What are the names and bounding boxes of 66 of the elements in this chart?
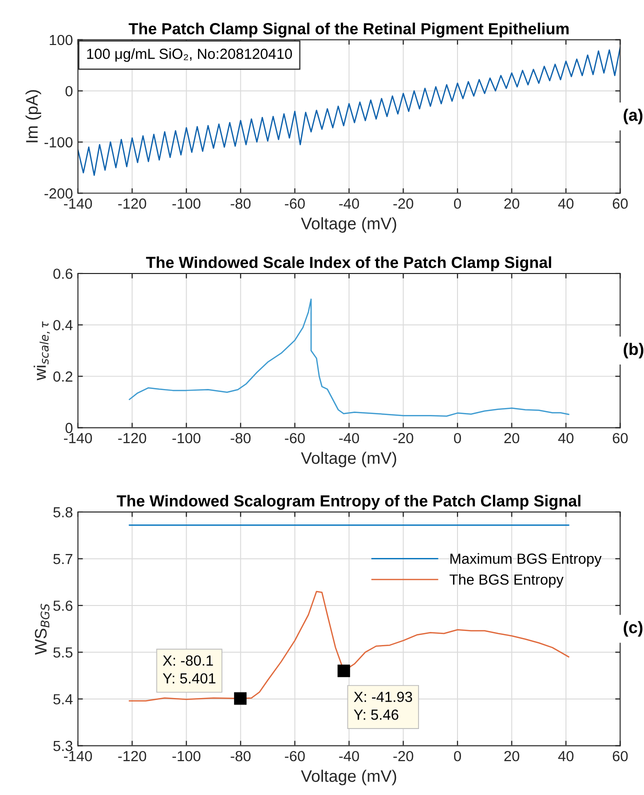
x-tick-label: 40 xyxy=(558,198,574,209)
x-tick-label: -100 xyxy=(172,750,200,762)
y-tick-label: -100 xyxy=(44,137,72,148)
y-tick-label: 5.3 xyxy=(53,740,72,752)
y-tick-label: 0.2 xyxy=(53,371,72,382)
y-axis-title: Im (pA) xyxy=(26,90,42,142)
x-tick-label: 20 xyxy=(504,198,520,209)
x-axis-title: Voltage (mV) xyxy=(300,452,396,468)
x-tick-label: -140 xyxy=(64,198,92,209)
y-tick-label: 5.4 xyxy=(53,694,73,704)
x-tick-label: -60 xyxy=(284,750,305,762)
x-tick-label: -60 xyxy=(284,198,305,209)
x-tick-label: 0 xyxy=(454,198,461,209)
annotation: X: -80.1 Y: 5.401 xyxy=(162,655,216,684)
y-tick-label: 100 xyxy=(50,34,72,46)
x-tick-label: -100 xyxy=(172,198,200,209)
x-tick-label: -40 xyxy=(339,750,360,762)
x-tick-label: -140 xyxy=(64,750,92,762)
x-tick-label: -140 xyxy=(64,432,92,444)
y-tick-label: 0.4 xyxy=(53,320,73,330)
x-tick-label: -40 xyxy=(339,432,360,444)
chart-title: The Patch Clamp Signal of the Retinal Pigment Epithelium xyxy=(128,22,569,38)
x-tick-label: -20 xyxy=(393,750,414,762)
annotation: X: -41.93 Y: 5.46 xyxy=(354,692,412,720)
x-tick-label: 60 xyxy=(612,198,628,209)
x-tick-label: -80 xyxy=(230,432,251,444)
x-axis-title: Voltage (mV) xyxy=(300,770,396,786)
text: (b) xyxy=(624,342,644,358)
y-tick-label: 5.5 xyxy=(53,647,72,658)
text: (a) xyxy=(624,108,642,124)
x-tick-label: -20 xyxy=(393,432,414,444)
text: (c) xyxy=(624,621,642,637)
x-tick-label: 0 xyxy=(454,750,461,762)
x-tick-label: 60 xyxy=(612,750,628,762)
x-tick-label: -80 xyxy=(230,750,251,762)
y-axis-title: WS$_{BGS}$ xyxy=(34,604,50,655)
x-tick-label: 0 xyxy=(454,432,461,444)
x-tick-label: -100 xyxy=(172,432,200,444)
y-axis-title: wi$_{scale,τ}$ xyxy=(34,321,50,380)
annotation: 100 μg/mL SiO₂, No:208120410 xyxy=(87,48,292,62)
y-tick-label: 0 xyxy=(66,86,72,96)
line-series xyxy=(78,46,620,176)
x-tick-label: -120 xyxy=(118,198,146,209)
y-tick-label: -200 xyxy=(44,188,72,199)
x-tick-label: 40 xyxy=(558,432,574,444)
legend-label: The BGS Entropy xyxy=(450,574,564,588)
y-tick-label: 5.8 xyxy=(53,507,72,518)
x-tick-label: 20 xyxy=(504,432,520,444)
x-tick-label: -40 xyxy=(339,198,360,209)
chart-title: The Windowed Scale Index of the Patch Clamp Signal xyxy=(146,256,552,272)
y-tick-label: 0 xyxy=(66,422,72,434)
chart-title: The Windowed Scalogram Entropy of the Patch Clamp Signal xyxy=(116,494,580,510)
x-tick-label: -60 xyxy=(284,432,305,444)
x-tick-label: 60 xyxy=(612,432,628,444)
x-tick-label: 40 xyxy=(558,750,574,762)
y-tick-label: 5.7 xyxy=(53,554,72,564)
y-tick-label: 0.6 xyxy=(53,268,72,279)
x-tick-label: -80 xyxy=(230,198,251,209)
x-tick-label: -120 xyxy=(118,750,146,762)
x-tick-label: -20 xyxy=(393,198,414,209)
x-tick-label: -120 xyxy=(118,432,146,444)
x-axis-title: Voltage (mV) xyxy=(300,217,396,233)
x-tick-label: 20 xyxy=(504,750,520,762)
legend-label: Maximum BGS Entropy xyxy=(450,553,602,567)
line-series xyxy=(128,298,570,417)
y-tick-label: 5.6 xyxy=(53,600,72,611)
